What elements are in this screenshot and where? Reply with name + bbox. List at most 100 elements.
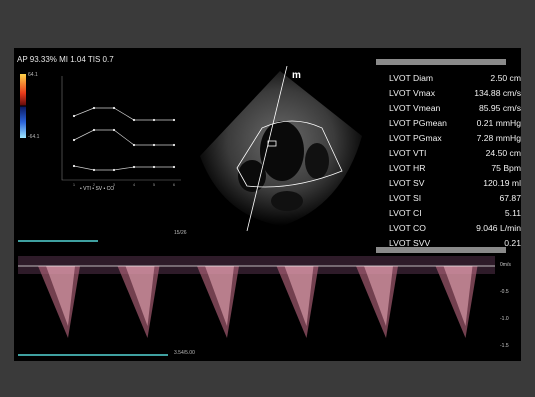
trend-point-co [112, 168, 116, 172]
measurement-value: 24.50 cm [485, 148, 521, 158]
color-scale-bottom: -64.1 [28, 134, 40, 140]
measurement-label: LVOT SV [389, 178, 425, 188]
measurement-value: 67.87 [499, 193, 521, 203]
doppler-beat-core [284, 266, 314, 326]
measurement-row: LVOT Vmean 85.95 cm/s [389, 101, 521, 116]
measurement-row: LVOT Diam 2.50 cm [389, 71, 521, 86]
trend-axes [61, 76, 181, 181]
roi-box [236, 120, 343, 188]
color-scale-bar [20, 74, 26, 138]
trend-point-vti [92, 106, 96, 110]
trend-line-vti [73, 107, 174, 121]
trend-tick-label: 2 [93, 182, 96, 187]
measurement-label: LVOT SI [389, 193, 422, 203]
trend-point-sv [132, 143, 136, 147]
trend-graph: 1 2 3 4 5 6 [61, 76, 181, 187]
measurement-row: LVOT CO 9.046 L/min [389, 221, 521, 236]
doppler-beat-core [364, 266, 393, 326]
trend-point-sv [92, 128, 96, 132]
measurement-label: LVOT PGmean [389, 118, 447, 128]
measurement-row: LVOT Vmax 134.88 cm/s [389, 86, 521, 101]
trend-point-sv [112, 128, 116, 132]
echo-image [200, 66, 362, 231]
trend-tick-label: 4 [133, 182, 136, 187]
trend-point-co [72, 164, 76, 168]
measurement-label: LVOT Diam [389, 73, 434, 83]
velocity-scale-label: -1.0 [500, 316, 509, 322]
trend-line-sv [73, 129, 174, 146]
measurement-row: LVOT PGmax 7.28 mmHg [389, 131, 521, 146]
trend-tick-label: 6 [173, 182, 176, 187]
measurement-table-header [376, 59, 506, 65]
ventricle-chamber [260, 121, 304, 181]
cursor-line [246, 66, 288, 231]
measurement-row: LVOT VTI 24.50 cm [389, 146, 521, 161]
trend-tick-label: 5 [153, 182, 156, 187]
velocity-scale-label: -1.5 [500, 343, 509, 349]
doppler-beat-core [443, 266, 473, 326]
trend-point-vti [152, 118, 156, 122]
trend-point-co [132, 165, 136, 169]
measurement-value: 5.11 [504, 208, 521, 218]
measurement-row: LVOT HR 75 Bpm [389, 161, 521, 176]
acquisition-parameters: AP 93.33% MI 1.04 TIS 0.7 [17, 55, 114, 64]
trend-point-co [152, 165, 156, 169]
measurement-label: LVOT Vmax [389, 88, 436, 98]
measurement-row: LVOT PGmean 0.21 mmHg [389, 116, 521, 131]
trend-line-co [73, 165, 174, 171]
measurement-table: LVOT Diam 2.50 cm LVOT Vmax 134.88 cm/s LVOT… [389, 71, 521, 251]
measurement-row: LVOT SI 67.87 [389, 191, 521, 206]
doppler-beat-core [205, 266, 234, 326]
measurement-label: LVOT Vmean [389, 103, 441, 113]
trend-tick-label: 1 [73, 182, 76, 187]
measurement-value: 120.19 ml [483, 178, 521, 188]
measurement-row: LVOT CI 5.11 [389, 206, 521, 221]
baseline-noise [18, 256, 495, 274]
velocity-scale-label: 0m/s [500, 262, 511, 268]
doppler-spectrum [18, 240, 495, 356]
chamber-lower [271, 191, 303, 211]
trend-point-vti [72, 114, 76, 118]
doppler-beat-core [46, 266, 75, 326]
trend-point-vti [132, 118, 136, 122]
trend-point-vti [172, 118, 176, 122]
measurement-value: 7.28 mmHg [476, 133, 521, 143]
measurement-label: LVOT PGmax [389, 133, 442, 143]
measurement-value: 0.21 [504, 238, 521, 248]
sample-gate [267, 140, 277, 147]
measurement-label: LVOT CO [389, 223, 426, 233]
measurement-table-footer [376, 247, 506, 253]
trend-point-vti [112, 106, 116, 110]
atrium-chamber [238, 160, 266, 192]
velocity-scale-label: -0.5 [500, 289, 509, 295]
doppler-beat-core [125, 266, 155, 326]
measurement-value: 75 Bpm [491, 163, 521, 173]
trend-point-sv [152, 143, 156, 147]
measurement-label: LVOT HR [389, 163, 426, 173]
scroll-bar-top [18, 240, 98, 242]
trend-legend: • VTI • SV • CO [80, 186, 115, 192]
frame-counter: 15/26 [174, 230, 187, 236]
measurement-row: LVOT SV 120.19 ml [389, 176, 521, 191]
measurement-label: LVOT SVV [389, 238, 431, 248]
scroll-bar-bottom [18, 354, 168, 356]
trend-point-sv [172, 143, 176, 147]
measurement-row: LVOT SVV 0.21 [389, 236, 521, 251]
measurement-value: 9.046 L/min [476, 223, 521, 233]
measurement-value: 0.21 mmHg [476, 118, 521, 128]
measurement-value: 2.50 cm [490, 73, 521, 83]
trend-tick-label: 3 [113, 182, 116, 187]
ultrasound-screen: AP 93.33% MI 1.04 TIS 0.7 64.1 -64.1 1 2 3… [14, 48, 521, 361]
trend-point-co [172, 165, 176, 169]
trend-point-co [92, 168, 96, 172]
trend-point-sv [72, 138, 76, 142]
orientation-marker: m [292, 70, 301, 81]
chamber-right [305, 143, 329, 179]
velocity-scale: 0m/s -0.5 -1.0 -1.5 [497, 248, 521, 358]
measurement-label: LVOT VTI [389, 148, 427, 158]
measurement-label: LVOT CI [389, 208, 422, 218]
color-scale-top: 64.1 [28, 72, 38, 78]
measurement-value: 134.88 cm/s [474, 88, 521, 98]
measurement-value: 85.95 cm/s [478, 103, 521, 113]
time-readout: 3.54/5.00 [174, 350, 195, 356]
